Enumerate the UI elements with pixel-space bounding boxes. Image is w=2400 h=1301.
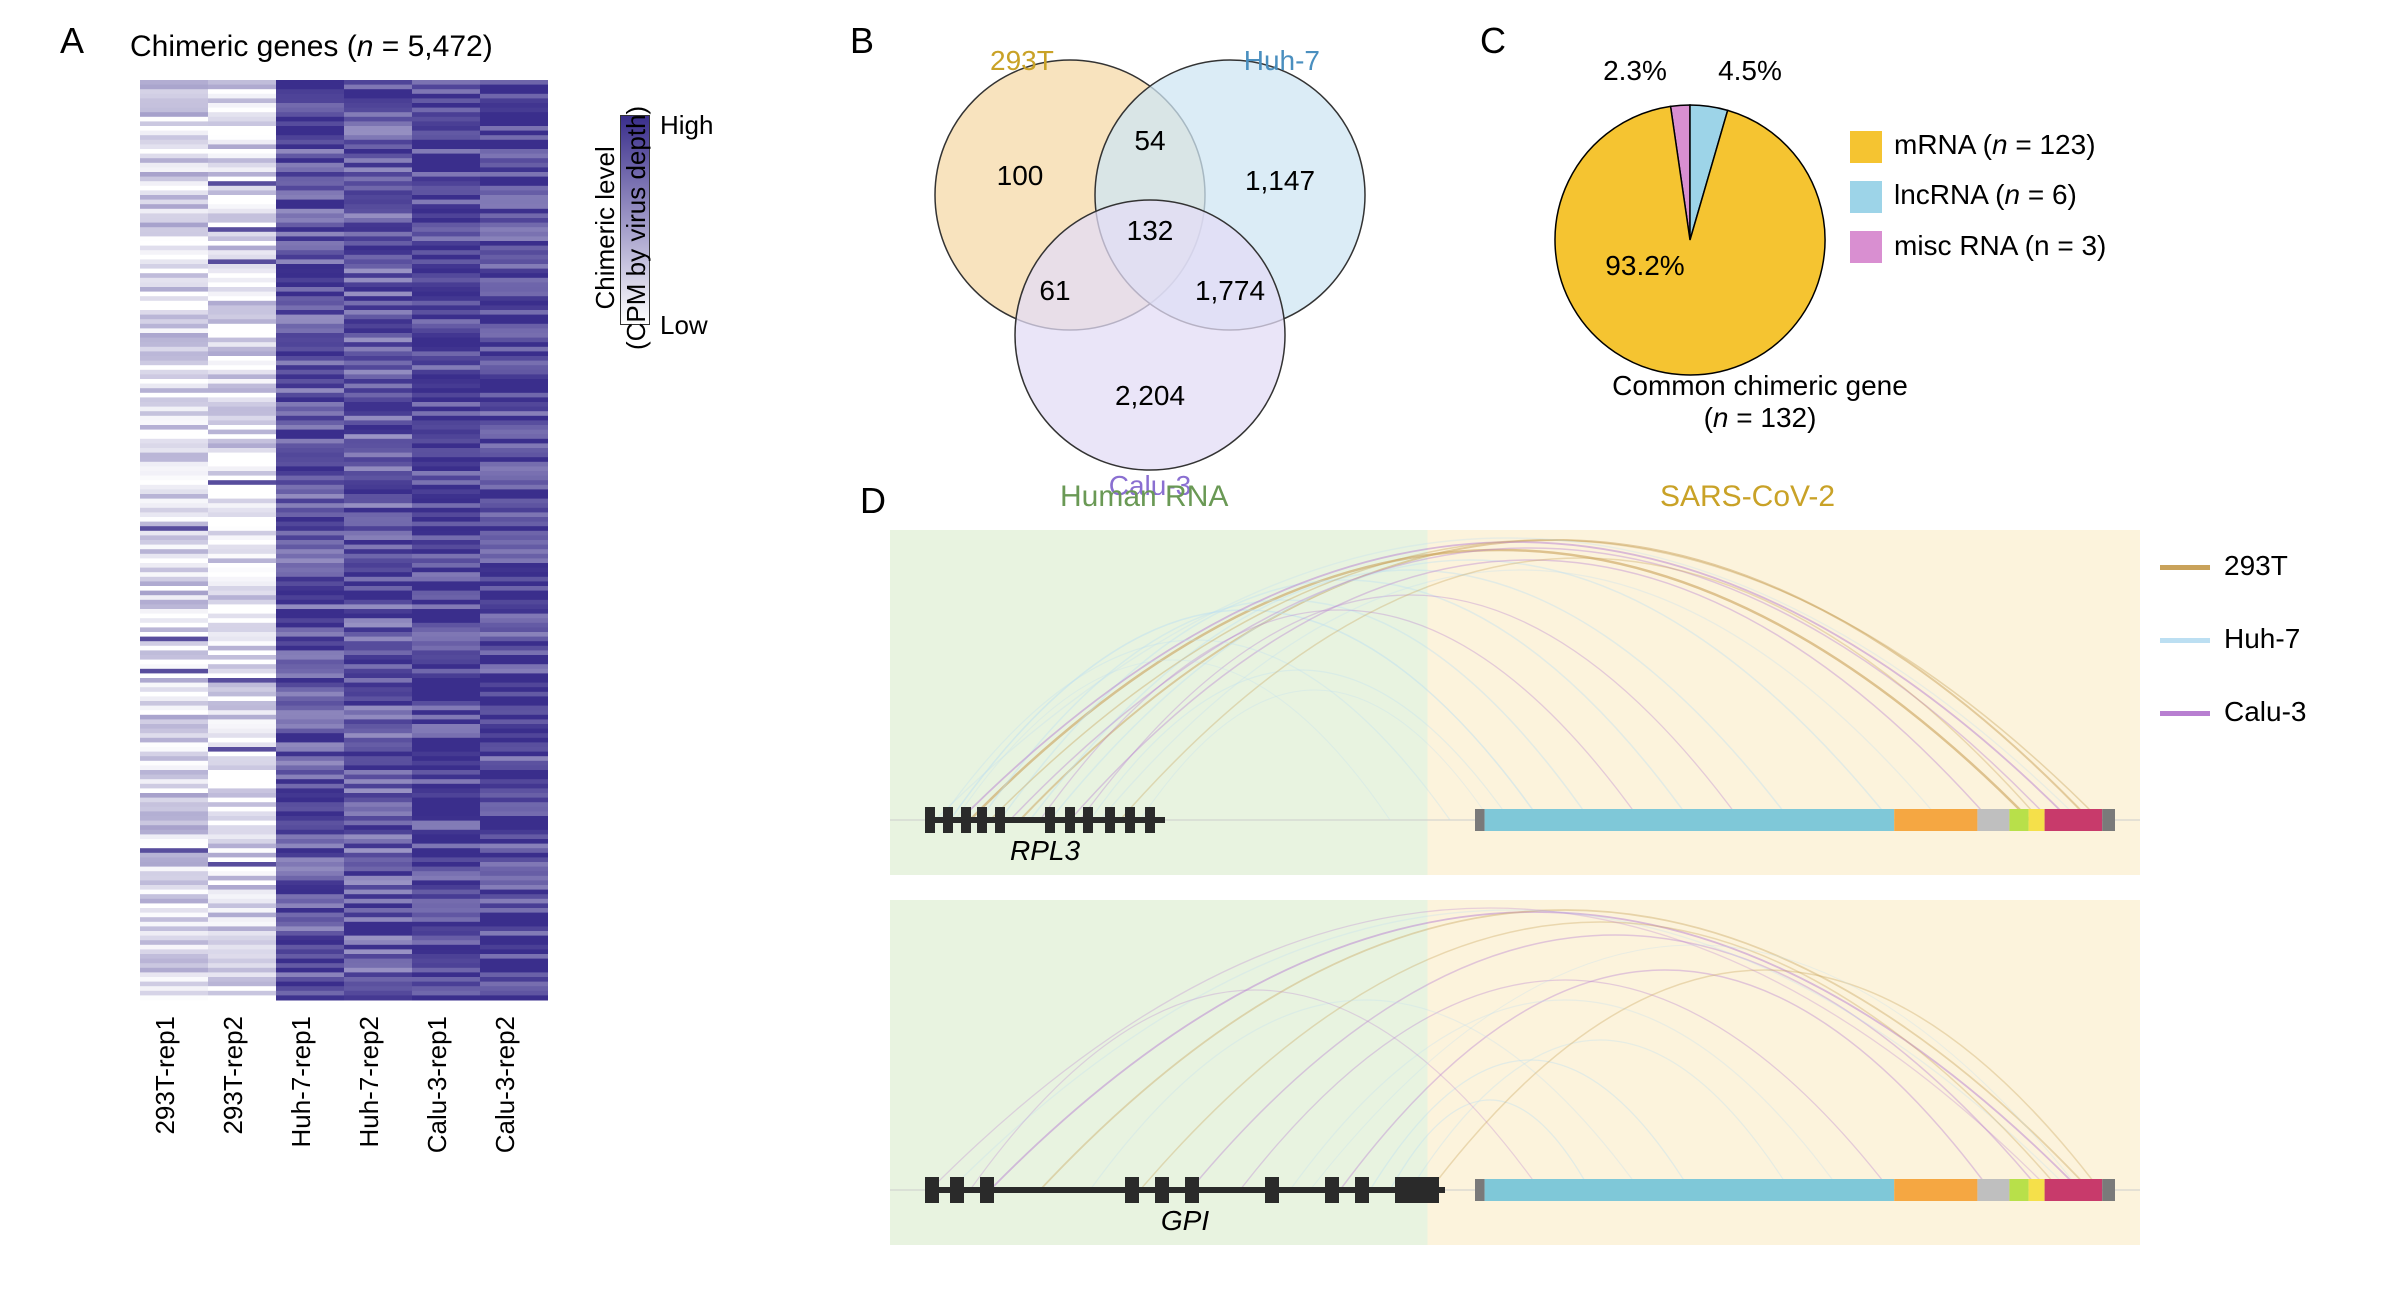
pie-caption-post: = 132) (1728, 402, 1816, 433)
panel-d-header-virus: SARS-CoV-2 (1660, 480, 1835, 514)
panel-a-label: A (60, 20, 84, 62)
venn-label: 1,147 (1245, 165, 1315, 196)
pie-caption-line1: Common chimeric gene (1612, 370, 1908, 401)
pie-legend-item: misc RNA (n = 3) (1850, 221, 2106, 271)
panel-c: C 93.2% 4.5% 2.3% mRNA (n = 123)lncRNA (n … (1480, 20, 2130, 460)
venn-label: 132 (1127, 215, 1174, 246)
legend-line (2160, 711, 2210, 716)
pie-pct-label: 2.3% (1603, 55, 1667, 86)
heatmap-xlabel: 293T-rep1 (150, 1016, 180, 1135)
pie-legend: mRNA (n = 123)lncRNA (n = 6)misc RNA (n … (1850, 120, 2106, 271)
pie-pct-label: 4.5% (1718, 55, 1782, 86)
arc-legend-item: Calu-3 (2160, 676, 2306, 749)
panel-b: B 293THuh-7Calu-31001,1472,20454611,7741… (850, 20, 1450, 500)
gene-name: RPL3 (1010, 835, 1080, 866)
heatmap-xlabel: Huh-7-rep2 (354, 1016, 384, 1148)
panel-c-label: C (1480, 20, 1506, 62)
venn-diagram: 293THuh-7Calu-31001,1472,20454611,774132 (880, 25, 1440, 495)
venn-label: 61 (1039, 275, 1070, 306)
arcplot-rpl3: RPL3 (890, 530, 2150, 890)
pie-caption-n: n (1713, 402, 1729, 433)
panel-a: A Chimeric genes (n = 5,472) 293T-rep129… (60, 20, 860, 1280)
arc-legend: 293THuh-7Calu-3 (2160, 530, 2306, 748)
venn-label: 100 (997, 160, 1044, 191)
legend-swatch (1850, 231, 1882, 263)
colorbar-high-label: High (660, 110, 713, 141)
colorbar-axis-label: Chimeric level (CPM by virus depth) (590, 106, 652, 350)
venn-label: 2,204 (1115, 380, 1185, 411)
heatmap: 293T-rep1 293T-rep2 Huh-7-rep1 Huh-7-rep2 Ca… (140, 80, 610, 1230)
panel-a-title-n: n (357, 30, 374, 63)
gene-name: GPI (1161, 1205, 1209, 1236)
pie-caption-paren: ( (1704, 402, 1713, 433)
heatmap-xlabel: 293T-rep2 (218, 1016, 248, 1135)
panel-d-label: D (860, 480, 886, 522)
pie-legend-item: mRNA (n = 123) (1850, 120, 2106, 170)
panel-a-title-post: = 5,472) (373, 30, 492, 63)
venn-label: 1,774 (1195, 275, 1265, 306)
panel-d: D Human RNA SARS-CoV-2 293THuh-7Calu-3 R… (860, 480, 2360, 1280)
pie-caption: Common chimeric gene (n = 132) (1560, 370, 1960, 434)
legend-swatch (1850, 131, 1882, 163)
panel-a-title: Chimeric genes (n = 5,472) (130, 30, 493, 64)
venn-label: Huh-7 (1244, 45, 1320, 76)
panel-b-label: B (850, 20, 874, 62)
heatmap-xlabel: Huh-7-rep1 (286, 1016, 316, 1148)
pie-pct-label: 93.2% (1605, 250, 1684, 281)
heatmap-xlabel: Calu-3-rep1 (422, 1016, 452, 1153)
venn-label: 54 (1134, 125, 1165, 156)
pie-legend-item: lncRNA (n = 6) (1850, 170, 2106, 220)
arc-legend-item: Huh-7 (2160, 603, 2306, 676)
panel-a-title-pre: Chimeric genes ( (130, 30, 357, 63)
legend-swatch (1850, 181, 1882, 213)
pie-chart: 93.2% 4.5% 2.3% (1540, 50, 1840, 390)
heatmap-xlabel: Calu-3-rep2 (490, 1016, 520, 1153)
legend-line (2160, 565, 2210, 570)
arc-legend-item: 293T (2160, 530, 2306, 603)
venn-label: 293T (990, 45, 1054, 76)
legend-line (2160, 638, 2210, 643)
colorbar-low-label: Low (660, 310, 708, 341)
panel-d-header-human: Human RNA (1060, 480, 1228, 514)
arcplot-gpi: GPI (890, 900, 2150, 1260)
